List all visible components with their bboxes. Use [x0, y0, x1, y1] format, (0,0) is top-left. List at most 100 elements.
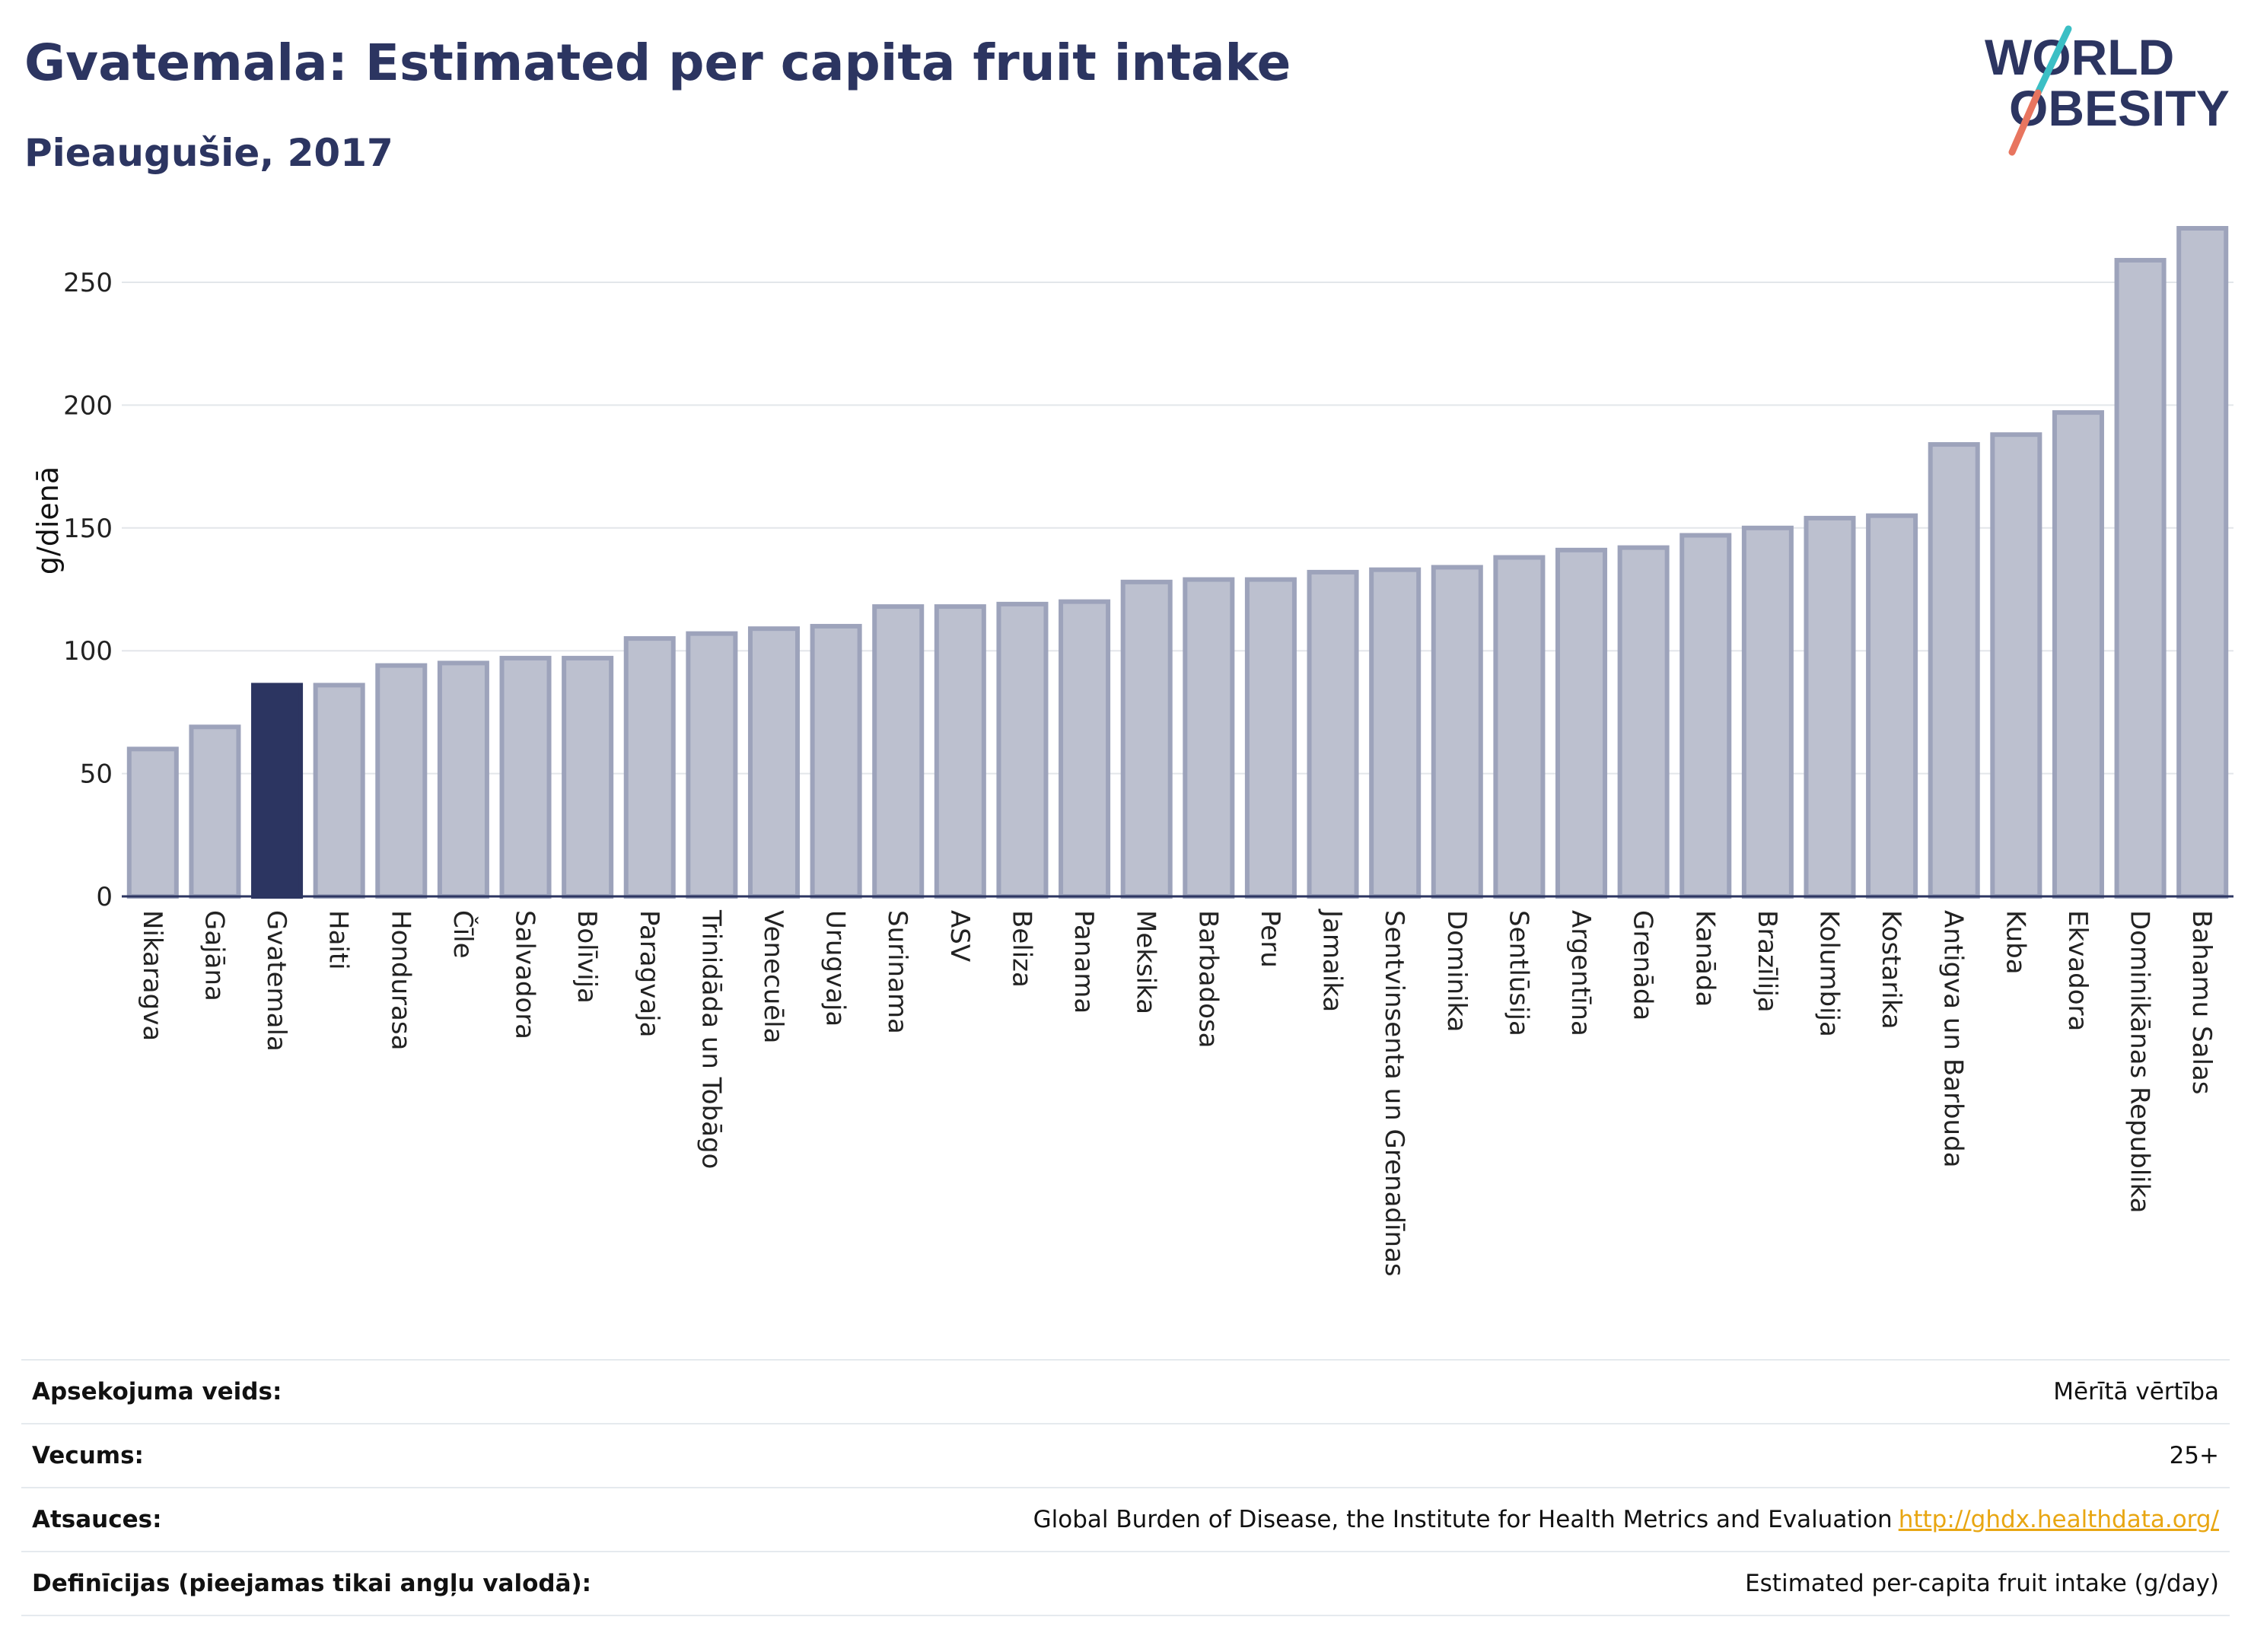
- bar-panama: [1059, 599, 1111, 899]
- meta-row-survey-type: Apsekojuma veids: Mērītā vērtība: [21, 1359, 2230, 1423]
- meta-value: Mērītā vērtība: [2053, 1378, 2219, 1405]
- y-axis-ticks: 0 50 100 150 200 250: [63, 268, 113, 912]
- x-category-label: Ekvadora: [2062, 910, 2093, 1031]
- meta-label: Apsekojuma veids:: [32, 1378, 282, 1405]
- bar-dominika: [1431, 565, 1483, 899]
- y-tick-label: 50: [80, 759, 113, 790]
- bar-asv: [934, 604, 986, 899]
- x-category-label: Antigva un Barbuda: [1938, 910, 1969, 1168]
- x-category-label: ASV: [944, 910, 975, 962]
- bar-urugvaja: [810, 623, 862, 899]
- bar-peru: [1244, 577, 1297, 899]
- x-category-label: Venecuēla: [758, 910, 788, 1043]
- x-category-label: Brazīlija: [1752, 910, 1782, 1013]
- x-category-label: Grenāda: [1628, 910, 1658, 1020]
- bars: [126, 226, 2229, 899]
- bar-braz-lija: [1741, 525, 1794, 899]
- bar-paragvaja: [623, 636, 676, 899]
- world-obesity-logo: WORLD OBESITY: [1985, 25, 2230, 156]
- x-category-label: Surinama: [882, 910, 912, 1034]
- x-category-label: Beliza: [1006, 910, 1036, 988]
- x-category-label: Kuba: [2000, 910, 2030, 975]
- x-category-label: Argentīna: [1565, 910, 1596, 1036]
- y-tick-label: 200: [63, 390, 113, 421]
- chart-title: Gvatemala: Estimated per capita fruit in…: [24, 33, 1291, 92]
- x-category-label: Čīle: [447, 910, 479, 959]
- x-category-label: Nikaragva: [137, 910, 167, 1041]
- bar-venecu-la: [747, 626, 800, 899]
- meta-label: Definīcijas (pieejamas tikai angļu valod…: [32, 1570, 592, 1597]
- x-category-label: Urugvaja: [820, 910, 851, 1027]
- x-axis-categories: Nikaragva Gajāna Gvatemala Haiti Hondurasa Čī…: [137, 909, 2217, 1277]
- meta-label: Vecums:: [32, 1442, 144, 1469]
- meta-label: Atsauces:: [32, 1506, 162, 1533]
- x-category-label: Gvatemala: [261, 910, 291, 1052]
- bar-kan-da: [1679, 533, 1732, 899]
- x-category-label: Haiti: [323, 910, 354, 970]
- bar-kostarika: [1866, 513, 1918, 899]
- x-category-label: Sentvinsenta un Grenadīnas: [1379, 910, 1409, 1277]
- bar-gvatemala: [251, 683, 304, 899]
- logo-line-1: WORLD: [1985, 29, 2174, 85]
- x-category-label: Dominikānas Republika: [2125, 910, 2155, 1214]
- y-axis-title: g/dienā: [31, 466, 65, 575]
- x-category-label: Panama: [1068, 910, 1099, 1014]
- x-category-label: Sentlūsija: [1503, 910, 1533, 1036]
- bar-dominik-nas-republika: [2114, 257, 2167, 899]
- bar-salvadora: [499, 655, 552, 899]
- x-category-label: Trinidāda un Tobāgo: [696, 909, 726, 1169]
- x-category-label: Jamaika: [1317, 909, 1348, 1012]
- chart-subtitle: Pieaugušie, 2017: [24, 131, 393, 175]
- y-tick-label: 250: [63, 268, 113, 298]
- bar--le: [437, 660, 489, 899]
- x-category-label: Bahamu Salas: [2186, 910, 2217, 1094]
- bar-bol-vija: [562, 655, 614, 899]
- bar-barbadosa: [1183, 577, 1235, 899]
- x-category-label: Kolumbija: [1813, 910, 1844, 1037]
- x-category-label: Dominika: [1441, 910, 1472, 1032]
- bar-gren-da: [1617, 545, 1670, 899]
- x-category-label: Paragvaja: [634, 910, 664, 1037]
- bar-jamaika: [1307, 569, 1359, 899]
- bar-trinid-da-un-tob-go: [686, 631, 738, 899]
- x-category-label: Bolīvija: [572, 910, 602, 1004]
- meta-row-age: Vecums: 25+: [21, 1423, 2230, 1487]
- y-tick-label: 150: [63, 514, 113, 544]
- bar-surinama: [872, 604, 925, 899]
- bar-nikaragva: [126, 746, 179, 899]
- meta-value: 25+: [2169, 1442, 2219, 1469]
- bar-gaj-na: [189, 724, 241, 899]
- y-tick-label: 0: [96, 882, 113, 912]
- source-link[interactable]: http://ghdx.healthdata.org/: [1898, 1506, 2219, 1533]
- x-category-label: Salvadora: [510, 910, 540, 1039]
- x-category-label: Kostarika: [1876, 910, 1906, 1030]
- bar-antigva-un-barbuda: [1928, 442, 1980, 899]
- bar-sentl-sija: [1493, 555, 1546, 899]
- bar-chart: 0 50 100 150 200 250 Nikaragva Gajāna Gvatemala…: [31, 226, 2233, 1277]
- x-category-label: Meksika: [1131, 910, 1161, 1014]
- meta-value: Estimated per-capita fruit intake (g/day…: [1745, 1570, 2219, 1597]
- logo-slash-teal: [2034, 25, 2072, 97]
- meta-value-wrap: Global Burden of Disease, the Institute …: [1033, 1506, 2219, 1533]
- bar-beliza: [996, 601, 1049, 899]
- bar-ekvadora: [2052, 410, 2104, 899]
- metadata-table: Apsekojuma veids: Mērītā vērtība Vecums:…: [21, 1359, 2230, 1616]
- meta-row-definitions: Definīcijas (pieejamas tikai angļu valod…: [21, 1551, 2230, 1616]
- y-tick-label: 100: [63, 636, 113, 667]
- bar-argent-na: [1555, 547, 1608, 899]
- x-category-label: Barbadosa: [1192, 910, 1223, 1049]
- logo-line-2: OBESITY: [2009, 80, 2230, 136]
- logo-slash-coral: [2008, 89, 2042, 156]
- x-category-label: Hondurasa: [385, 910, 415, 1050]
- bar-bahamu-salas: [2176, 226, 2229, 899]
- bar-kolumbija: [1804, 515, 1856, 899]
- x-category-label: Gajāna: [199, 910, 229, 1001]
- bar-meksika: [1120, 579, 1173, 899]
- bar-hondurasa: [375, 663, 428, 899]
- x-category-label: Peru: [1255, 910, 1285, 968]
- meta-value: Global Burden of Disease, the Institute …: [1033, 1506, 1893, 1533]
- bar-haiti: [313, 683, 365, 899]
- x-category-label: Kanāda: [1689, 910, 1720, 1007]
- bar-kuba: [1990, 432, 2042, 899]
- bar-sentvinsenta-un-grenad-nas: [1369, 567, 1422, 899]
